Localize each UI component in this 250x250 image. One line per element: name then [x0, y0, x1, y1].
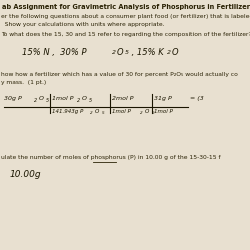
Text: 2: 2 [167, 50, 171, 55]
Text: O: O [95, 109, 100, 114]
Text: 5: 5 [102, 110, 104, 114]
Text: 1mol P: 1mol P [112, 109, 131, 114]
Text: y mass.  (1 pt.): y mass. (1 pt.) [1, 80, 46, 85]
Text: , 15% K: , 15% K [129, 48, 164, 57]
Text: 2: 2 [77, 98, 80, 102]
Text: O: O [39, 96, 44, 101]
Text: er the following questions about a consumer plant food (or fertilizer) that is l: er the following questions about a consu… [1, 14, 250, 19]
Text: 5: 5 [152, 110, 154, 114]
Text: 1mol P: 1mol P [154, 109, 173, 114]
Text: 2: 2 [140, 110, 142, 114]
Text: 5: 5 [89, 98, 92, 102]
Text: ulate the number of moles of phosphorus (P) in 10.00 g of the 15-30-15 f: ulate the number of moles of phosphorus … [1, 155, 221, 160]
Text: 5: 5 [125, 50, 129, 55]
Text: 2mol P: 2mol P [112, 96, 134, 101]
Text: O: O [172, 48, 178, 57]
Text: ab Assignment for Gravimetric Analysis of Phosphorus in Fertilizer     5 pts.: ab Assignment for Gravimetric Analysis o… [2, 4, 250, 10]
Text: Show your calculations with units where appropriate.: Show your calculations with units where … [1, 22, 164, 27]
Text: = (3: = (3 [190, 96, 204, 101]
Text: O: O [145, 109, 150, 114]
Text: 2: 2 [90, 110, 92, 114]
Text: 141.943g P: 141.943g P [52, 109, 84, 114]
Text: 2: 2 [112, 50, 116, 55]
Text: 1mol P: 1mol P [52, 96, 74, 101]
Text: 30g P: 30g P [4, 96, 22, 101]
Text: 31g P: 31g P [154, 96, 172, 101]
Text: 10.00g: 10.00g [10, 170, 42, 179]
Text: O: O [82, 96, 87, 101]
Text: 2: 2 [34, 98, 37, 102]
Text: 5: 5 [46, 98, 49, 102]
Text: To what does the 15, 30 and 15 refer to regarding the composition of the fertili: To what does the 15, 30 and 15 refer to … [1, 32, 250, 37]
Text: O: O [117, 48, 123, 57]
Text: 15% N ,  30% P: 15% N , 30% P [22, 48, 86, 57]
Text: how how a fertilizer which has a value of 30 for percent P₂O₅ would actually co: how how a fertilizer which has a value o… [1, 72, 238, 77]
